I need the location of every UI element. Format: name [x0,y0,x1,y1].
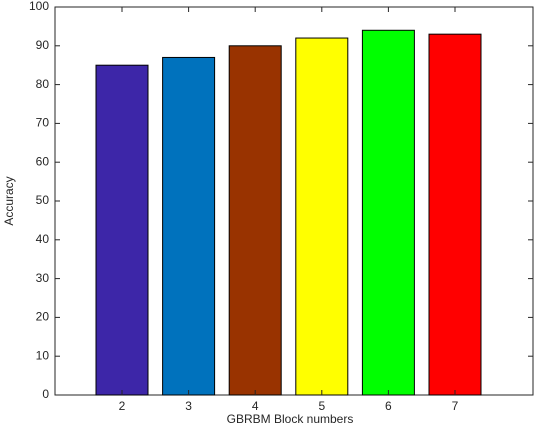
y-tick-label: 40 [36,232,50,246]
x-tick-label: 5 [318,399,325,413]
bar [228,45,282,396]
y-tick-label: 90 [36,38,50,52]
y-tick-label: 50 [36,193,50,207]
y-tick-label: 60 [36,154,50,168]
bar [162,56,216,396]
x-tick-label: 6 [385,399,392,413]
bar [361,29,415,396]
x-tick-label: 4 [252,399,259,413]
y-tick-label: 0 [42,387,49,401]
bar [95,64,149,396]
x-axis-label: GBRBM Block numbers [227,412,354,426]
y-tick-label: 80 [36,77,50,91]
y-tick-label: 20 [36,310,50,324]
bar [295,37,349,396]
y-tick-label: 30 [36,271,50,285]
bar [428,33,482,396]
y-tick-label: 100 [29,0,49,13]
y-tick-label: 10 [36,348,50,362]
y-tick-label: 70 [36,116,50,130]
y-axis-label: Accuracy [2,176,16,225]
x-tick-label: 2 [119,399,126,413]
x-tick-label: 3 [185,399,192,413]
x-tick-label: 7 [452,399,459,413]
